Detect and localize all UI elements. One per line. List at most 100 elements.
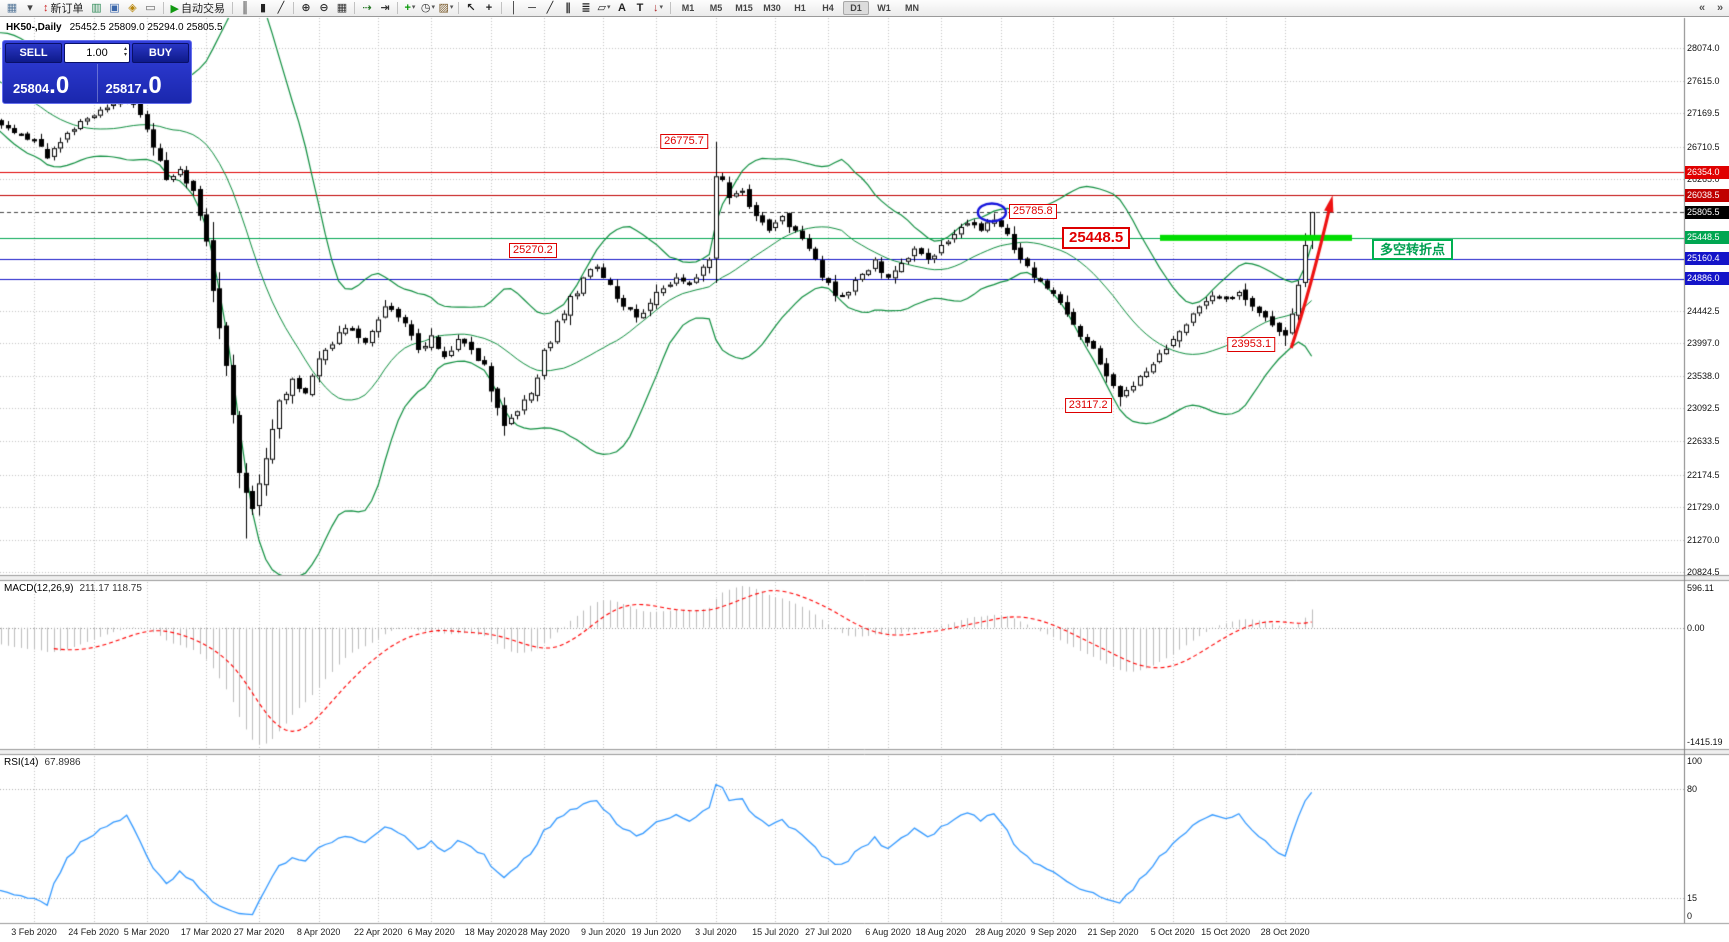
new-order-button-label: 新订单 (50, 3, 84, 15)
volume-up-icon[interactable]: ▴ (123, 46, 127, 52)
toolbar: ▦ ▾ ↕ 新订单 ▥ ▣ ◈ ▭ ▶ 自动交易 ║ ▮ ╱ ⊕ ⊖ ▦ ⇢ ⇥ + ▾ ◷ ▾ ▨ ▾ ↖ + │ ─ ╱ ∥ ≣ ▱ ▾ A T… (0, 0, 1729, 17)
rsi-axis-label: 0 (1687, 911, 1693, 921)
candlestick-chart-icon[interactable]: ▮ (255, 1, 271, 15)
vertical-line-icon: │ (510, 2, 518, 14)
timeframe-button-mn[interactable]: MN (904, 3, 919, 13)
new-chart-icon[interactable]: ▦ (4, 1, 20, 15)
arrows-icon-dropdown-icon[interactable]: ▾ (659, 4, 663, 11)
timeframe-button-h1[interactable]: H1 (794, 3, 806, 13)
volume-value: 1.00 (86, 47, 108, 59)
zoom-out-icon: ⊖ (319, 2, 329, 14)
timeframe-button-m5[interactable]: M5 (709, 3, 723, 13)
trendline-icon[interactable]: ╱ (542, 1, 558, 15)
indicators-icon[interactable]: + ▾ (402, 1, 418, 15)
navigator-icon: ◈ (128, 2, 137, 14)
bar-chart-icon[interactable]: ║ (237, 1, 253, 15)
text-label-icon[interactable]: T (632, 1, 648, 15)
timeframe-button-h4[interactable]: H4 (822, 3, 834, 13)
chart-annotation[interactable]: 25785.8 (1008, 204, 1057, 220)
timeframe-button-m1[interactable]: M1 (681, 3, 695, 13)
equidistant-channel-icon[interactable]: ∥ (560, 1, 576, 15)
arrows-icon[interactable]: ↓ ▾ (650, 1, 666, 15)
market-watch-icon[interactable]: ▥ (89, 1, 105, 15)
sell-button[interactable]: SELL (5, 43, 62, 63)
cursor-icon[interactable]: ↖ (463, 1, 479, 15)
auto-scroll-icon[interactable]: ⇢ (359, 1, 375, 15)
terminal-icon[interactable]: ▭ (143, 1, 159, 15)
volume-down-icon[interactable]: ▾ (123, 52, 127, 58)
autotrading-button[interactable]: ▶ 自动交易 (168, 1, 228, 16)
templates-icon[interactable]: ▨ ▾ (438, 1, 454, 15)
horizontal-line-icon: ─ (528, 2, 536, 14)
price-axis-label: 28074.0 (1687, 43, 1720, 53)
fibonacci-icon: ≣ (581, 2, 591, 14)
date-axis-label: 22 Apr 2020 (353, 927, 403, 937)
price-axis-label: 24442.5 (1687, 305, 1720, 316)
tile-windows-icon[interactable]: ▦ (334, 1, 350, 15)
templates-icon-dropdown-icon[interactable]: ▾ (449, 4, 454, 11)
chart-annotation[interactable]: 26775.7 (660, 133, 708, 149)
zoom-in-icon[interactable]: ⊕ (298, 1, 314, 15)
vertical-line-icon[interactable]: │ (506, 1, 522, 15)
date-axis-label: 3 Jul 2020 (695, 927, 737, 937)
crosshair-icon: + (485, 2, 493, 14)
chart-annotation[interactable]: 23117.2 (1064, 398, 1112, 414)
macd-name: MACD(12,26,9) (4, 583, 74, 594)
macd-indicator-label: MACD(12,26,9) 211.17 118.75 (4, 583, 142, 594)
periods-icon[interactable]: ◷ ▾ (420, 1, 436, 15)
price-axis-label: 20824.5 (1687, 567, 1720, 578)
candlestick-chart-icon: ▮ (259, 2, 266, 14)
date-axis-label: 18 May 2020 (464, 927, 517, 937)
one-click-trading-panel: SELL 1.00 ▴ ▾ BUY 25804.0 25817.0 (2, 40, 192, 104)
zoom-out-icon[interactable]: ⊖ (316, 1, 332, 15)
buy-button[interactable]: BUY (132, 43, 189, 63)
sell-price[interactable]: 25804.0 (5, 64, 97, 102)
buy-price[interactable]: 25817.0 (96, 64, 190, 102)
volume-stepper[interactable]: 1.00 ▴ ▾ (64, 43, 130, 63)
macd-axis-label: 596.11 (1687, 583, 1714, 593)
chart-annotation[interactable]: 25270.2 (509, 242, 557, 258)
indicators-icon-dropdown-icon[interactable]: ▾ (411, 4, 416, 11)
periods-icon-dropdown-icon[interactable]: ▾ (431, 4, 436, 11)
chart-annotation[interactable]: 25448.5 (1062, 226, 1131, 249)
price-axis-label: 23997.0 (1687, 337, 1720, 348)
support-zone-label[interactable]: 多空转折点 (1372, 238, 1454, 260)
date-axis-label: 27 Jul 2020 (805, 927, 852, 937)
date-axis-label: 15 Oct 2020 (1201, 927, 1251, 937)
price-level-chip: 24886.0 (1685, 272, 1729, 286)
date-axis-label: 21 Sep 2020 (1087, 927, 1139, 937)
new-chart-dropdown-icon[interactable]: ▾ (22, 1, 38, 15)
timeframe-button-d1[interactable]: D1 (842, 1, 869, 15)
crosshair-icon[interactable]: + (481, 1, 497, 15)
new-order-button[interactable]: ↕ 新订单 (40, 1, 87, 15)
date-axis-label: 19 Jun 2020 (631, 927, 682, 937)
text-icon[interactable]: A (614, 1, 630, 15)
chart-shift-icon[interactable]: ⇥ (377, 1, 393, 15)
toolbar-next-icon[interactable]: » (1712, 1, 1728, 15)
fibonacci-icon[interactable]: ≣ (578, 1, 594, 15)
shapes-icon-dropdown-icon[interactable]: ▾ (606, 4, 611, 11)
templates-icon: ▨ (438, 2, 449, 14)
ohlc-values: 25452.5 25809.0 25294.0 25805.5 (69, 22, 223, 33)
line-chart-icon[interactable]: ╱ (273, 1, 289, 15)
shapes-icon[interactable]: ▱ ▾ (596, 1, 612, 15)
date-axis-label: 28 Aug 2020 (975, 927, 1026, 937)
price-axis-label: 22633.5 (1687, 436, 1720, 447)
timeframe-button-w1[interactable]: W1 (877, 3, 891, 13)
timeframe-button-m15[interactable]: M15 (735, 3, 753, 13)
date-axis-label: 24 Feb 2020 (68, 927, 119, 937)
horizontal-line-icon[interactable]: ─ (524, 1, 540, 15)
navigator-icon[interactable]: ◈ (125, 1, 141, 15)
price-axis-label: 26710.5 (1687, 141, 1720, 152)
macd-axis-label: 0.00 (1687, 622, 1705, 633)
chart-annotation[interactable]: 23953.1 (1227, 336, 1276, 352)
sell-price-big: .0 (49, 72, 70, 99)
toolbar-separator (457, 2, 459, 14)
data-window-icon[interactable]: ▣ (107, 1, 123, 15)
toolbar-prev-icon[interactable]: « (1694, 1, 1710, 15)
timeframe-button-m30[interactable]: M30 (763, 3, 781, 13)
price-axis-label: 27615.0 (1687, 76, 1720, 87)
market-watch-icon: ▥ (91, 2, 102, 14)
rsi-value: 67.8986 (44, 757, 81, 768)
